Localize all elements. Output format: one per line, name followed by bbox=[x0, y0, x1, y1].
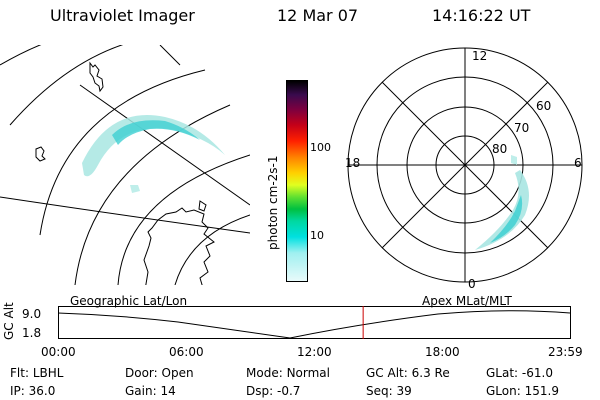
lat-arc bbox=[174, 214, 250, 285]
meridian-diag-2 bbox=[381, 81, 549, 249]
lat-arc bbox=[9, 45, 124, 126]
timeline-frame bbox=[58, 306, 571, 339]
timeline-xtick-0000: 00:00 bbox=[41, 345, 76, 359]
status-mode-value: Normal bbox=[286, 366, 330, 380]
mlt-label-6: 6 bbox=[574, 156, 582, 170]
status-glon-value: 151.9 bbox=[524, 384, 559, 398]
meridian bbox=[159, 45, 181, 66]
lat-arc bbox=[117, 154, 250, 285]
status-flt-value: LBHL bbox=[32, 366, 64, 380]
coastline-antarctica bbox=[143, 207, 215, 285]
coastline-island bbox=[35, 146, 46, 162]
status-glat: GLat: -61.0 bbox=[486, 366, 553, 380]
auroral-emission-mlt bbox=[475, 155, 529, 250]
mlt-label-18: 18 bbox=[345, 156, 360, 170]
geographic-map bbox=[0, 45, 250, 285]
observation-time: 14:16:22 UT bbox=[432, 6, 531, 25]
status-dsp-value: -0.7 bbox=[276, 384, 301, 398]
altitude-curve bbox=[58, 310, 571, 339]
coastline-fragment bbox=[198, 200, 207, 212]
status-gain: Gain: 14 bbox=[125, 384, 176, 398]
status-flt: Flt: LBHL bbox=[10, 366, 64, 380]
status-ip: IP: 36.0 bbox=[10, 384, 56, 398]
status-door: Door: Open bbox=[125, 366, 194, 380]
timeline-ytick-min: 1.8 bbox=[22, 326, 42, 340]
colorbar-unit-label: photon cm-2s-1 bbox=[266, 155, 280, 251]
observation-date: 12 Mar 07 bbox=[277, 6, 359, 25]
lat-label-60: 60 bbox=[536, 99, 551, 113]
status-ip-value: 36.0 bbox=[28, 384, 56, 398]
status-dsp: Dsp: -0.7 bbox=[246, 384, 301, 398]
left-projection-label: Geographic Lat/Lon bbox=[70, 294, 188, 308]
status-door-value: Open bbox=[161, 366, 194, 380]
mlt-label-0: 0 bbox=[468, 277, 476, 290]
status-gc-alt: GC Alt: 6.3 Re bbox=[366, 366, 450, 380]
auroral-emission-geo bbox=[82, 114, 225, 193]
mlt-label-12: 12 bbox=[472, 49, 487, 63]
colorbar-tick-100: 100 bbox=[310, 141, 331, 154]
timeline-xtick-0600: 06:00 bbox=[169, 345, 204, 359]
lat-label-80: 80 bbox=[492, 142, 507, 156]
status-seq-value: 39 bbox=[396, 384, 412, 398]
timeline-ytick-max: 9.0 bbox=[22, 307, 42, 321]
coastline-nz bbox=[89, 61, 104, 93]
status-gain-value: 14 bbox=[160, 384, 176, 398]
lat-arc bbox=[74, 104, 231, 285]
timeline-xtick-2359: 23:59 bbox=[548, 345, 583, 359]
meridian bbox=[0, 196, 250, 234]
timeline-ylabel: GC Alt bbox=[2, 302, 16, 340]
altitude-timeline bbox=[58, 306, 571, 339]
meridian bbox=[79, 84, 250, 206]
instrument-title: Ultraviolet Imager bbox=[50, 6, 195, 25]
lat-arc bbox=[39, 69, 206, 236]
status-glat-value: -61.0 bbox=[521, 366, 553, 380]
timeline-xtick-1800: 18:00 bbox=[425, 345, 460, 359]
timeline-xtick-1200: 12:00 bbox=[297, 345, 332, 359]
lat-label-70: 70 bbox=[514, 121, 529, 135]
colorbar-tick-10: 10 bbox=[310, 229, 324, 242]
right-projection-label: Apex MLat/MLT bbox=[422, 294, 512, 308]
polar-plot: 12 18 6 0 60 70 80 bbox=[345, 47, 583, 290]
colorbar bbox=[286, 80, 308, 282]
status-mode: Mode: Normal bbox=[246, 366, 330, 380]
status-seq: Seq: 39 bbox=[366, 384, 412, 398]
status-gc-alt-value: 6.3 Re bbox=[411, 366, 450, 380]
lat-arc bbox=[0, 45, 42, 66]
status-glon: GLon: 151.9 bbox=[486, 384, 559, 398]
